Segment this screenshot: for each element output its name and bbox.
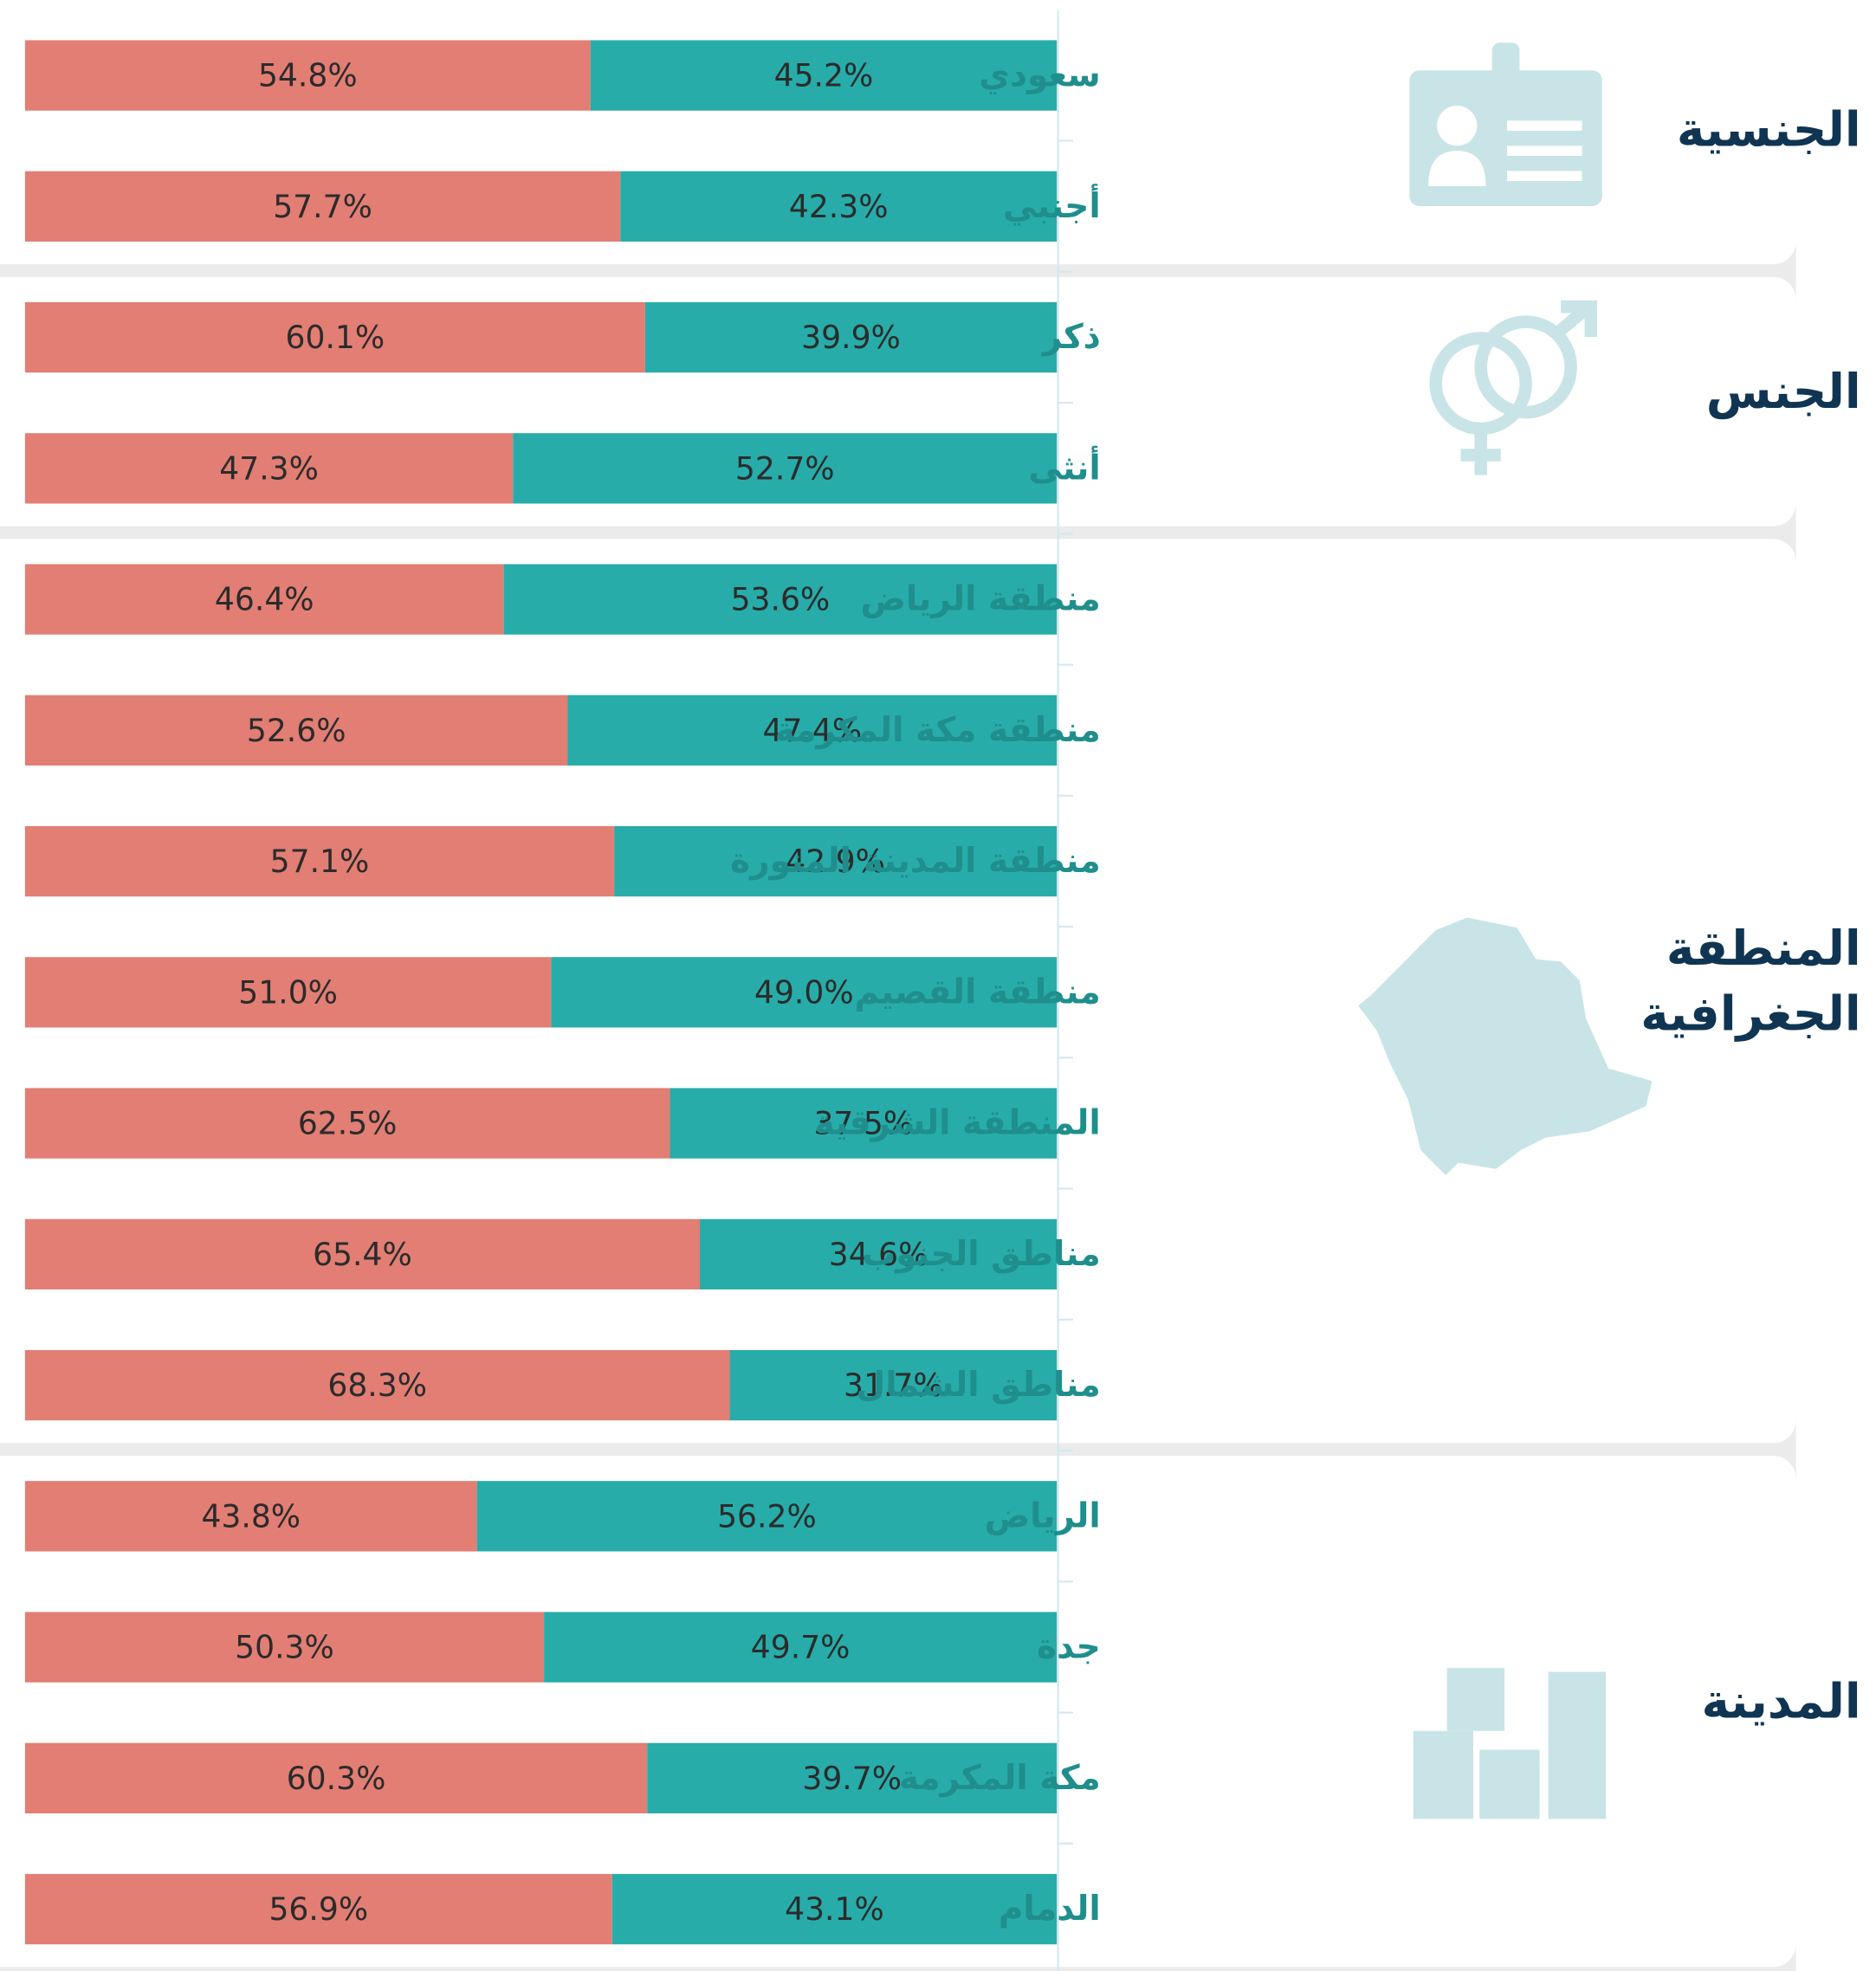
building (1446, 1668, 1505, 1731)
category-label: ذكر (1041, 318, 1101, 357)
bar-segment (24, 1481, 477, 1552)
value-label: 43.8% (201, 1497, 301, 1535)
bar-segment (567, 695, 1058, 766)
group-title: الجنس (1706, 364, 1861, 419)
bar-segment (24, 825, 615, 897)
bar-segment (24, 1349, 730, 1421)
category-label: مناطق الشمال (856, 1366, 1100, 1405)
bar-segment (551, 957, 1058, 1028)
category-label: مكة المكرمة (899, 1759, 1101, 1798)
bar-segment (647, 1742, 1058, 1813)
category-label: الرياض (985, 1496, 1101, 1535)
value-label: 60.1% (286, 319, 385, 356)
bar-segment (24, 1612, 545, 1683)
bar-segment (24, 171, 621, 242)
bar-segment (24, 1218, 700, 1289)
bar-segment (729, 1349, 1058, 1421)
group-title: المنطقة (1666, 921, 1861, 976)
value-label: 52.6% (247, 712, 346, 749)
bar-segment (24, 1742, 648, 1813)
category-label: مناطق الجنوب (862, 1235, 1101, 1274)
bar-segment (24, 564, 504, 635)
building (1548, 1671, 1607, 1819)
value-label: 47.3% (219, 449, 319, 487)
id-card-clip (1491, 42, 1520, 81)
bar-segment (590, 40, 1058, 111)
value-label: 39.7% (802, 1760, 902, 1797)
id-line (1507, 120, 1582, 131)
bar-segment (644, 301, 1058, 373)
value-label: 65.4% (313, 1236, 412, 1273)
bar-segment (699, 1218, 1058, 1289)
bar-segment (513, 433, 1058, 504)
bar-segment (24, 1873, 612, 1945)
category-label: أنثى (1028, 445, 1100, 488)
bar-segment (544, 1612, 1058, 1683)
icons (1358, 42, 1653, 1819)
category-label: منطقة مكة المكرمة (775, 711, 1101, 750)
card (0, 1456, 1796, 1968)
bar-segment (476, 1481, 1058, 1552)
value-label: 51.0% (238, 973, 338, 1011)
category-label: منطقة الرياض (861, 580, 1101, 619)
group-title: الجنسية (1677, 102, 1861, 158)
building (1413, 1730, 1474, 1819)
value-label: 56.2% (717, 1497, 817, 1535)
id-line (1507, 145, 1582, 156)
value-label: 56.9% (268, 1890, 368, 1928)
category-label: جدة (1037, 1628, 1101, 1667)
bar-segment (620, 171, 1058, 242)
value-label: 57.7% (273, 188, 372, 225)
category-label: منطقة المدينة المنورة (730, 842, 1101, 881)
value-label: 62.5% (298, 1105, 398, 1142)
group-title: الجغرافية (1640, 986, 1860, 1041)
category-label: المنطقة الشرقية (814, 1104, 1100, 1143)
bar-segment (670, 1088, 1058, 1159)
gender-icon (1429, 300, 1597, 475)
bar-segment (24, 695, 568, 766)
value-label: 31.7% (844, 1367, 943, 1404)
category-label: منطقة القصيم (855, 973, 1101, 1011)
map-icon (1358, 917, 1653, 1176)
category-label: الدمام (999, 1890, 1101, 1929)
value-label: 47.4% (763, 712, 863, 749)
value-label: 39.9% (801, 319, 901, 356)
id-person (1437, 105, 1478, 146)
category-label: سعودي (979, 56, 1100, 95)
value-label: 43.1% (785, 1890, 884, 1928)
bar-segment (611, 1873, 1058, 1945)
value-label: 37.5% (813, 1105, 913, 1142)
value-label: 49.7% (751, 1629, 851, 1666)
bar-segment (503, 564, 1058, 635)
value-label: 52.7% (735, 449, 835, 487)
bar-segment (614, 825, 1058, 897)
value-label: 42.3% (789, 188, 889, 225)
value-label: 68.3% (327, 1367, 427, 1404)
bar-segment (24, 301, 645, 373)
value-label: 54.8% (258, 57, 358, 94)
value-label: 57.1% (270, 843, 370, 880)
id-line (1507, 171, 1582, 182)
value-label: 42.9% (786, 843, 885, 880)
bar-segment (24, 1088, 670, 1159)
bar-segment (24, 433, 514, 504)
building (1479, 1749, 1540, 1819)
id-person-body (1428, 151, 1486, 186)
category-label: أجنبي (1003, 184, 1101, 226)
bar-segment (24, 957, 552, 1028)
bar-segment (24, 40, 591, 111)
group-title: المدينة (1702, 1674, 1861, 1729)
value-label: 45.2% (774, 57, 874, 94)
value-label: 53.6% (731, 581, 831, 618)
value-label: 60.3% (287, 1760, 386, 1797)
value-label: 34.6% (829, 1236, 928, 1273)
value-label: 46.4% (215, 581, 314, 618)
value-label: 50.3% (235, 1629, 334, 1666)
value-label: 49.0% (754, 973, 854, 1011)
